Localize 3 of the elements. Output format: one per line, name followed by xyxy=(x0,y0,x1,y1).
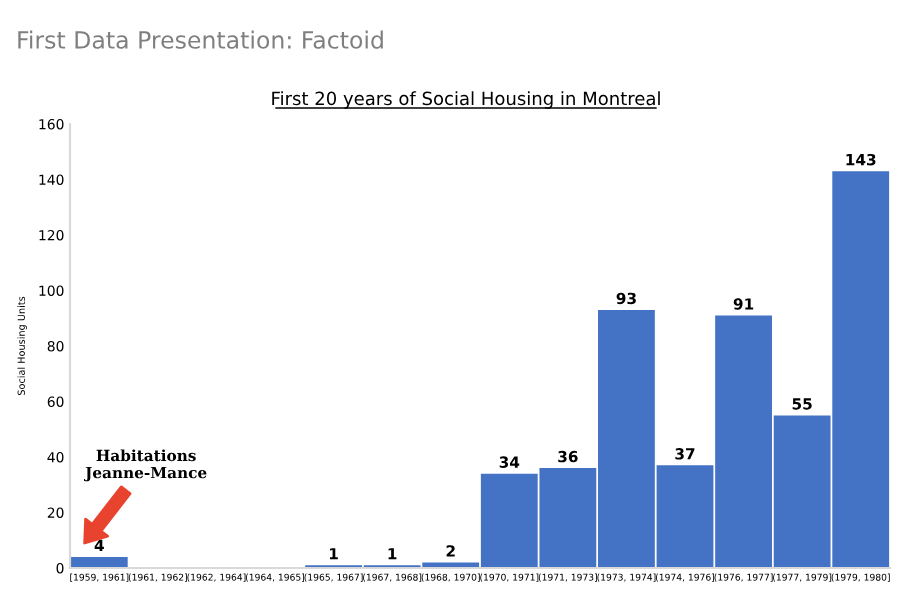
chart-title: First 20 years of Social Housing in Montreal xyxy=(272,91,660,109)
bar xyxy=(70,556,128,568)
chart-subtitle: First Data Presentation: Factoid xyxy=(18,30,383,49)
